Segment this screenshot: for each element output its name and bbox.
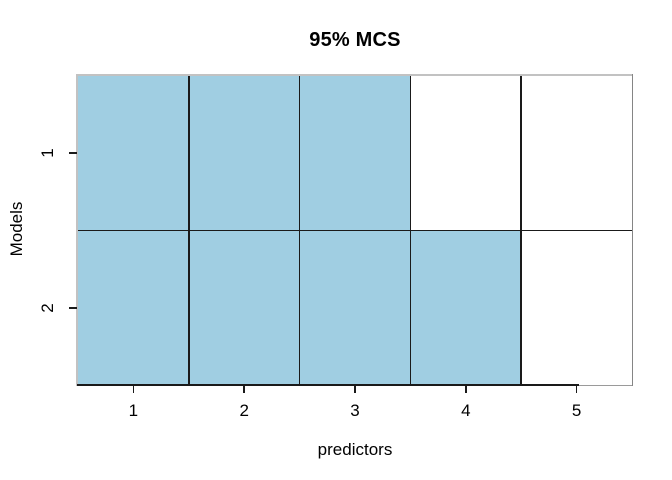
- x-tick: [464, 386, 467, 394]
- mcs-cell-model2-pred4: [410, 230, 522, 385]
- mcs-cell-model1-pred5: [521, 76, 632, 231]
- mcs-cell-model1-pred1: [78, 76, 189, 231]
- grid-line-horizontal: [78, 229, 632, 232]
- mcs-cell-model2-pred1: [78, 230, 189, 385]
- x-axis-label: predictors: [317, 440, 393, 459]
- mcs-cell-model1-pred3: [299, 76, 411, 231]
- plot-box-top: [76, 74, 633, 76]
- y-tick-label: 1: [38, 148, 58, 158]
- x-tick: [575, 386, 578, 394]
- x-tick: [243, 386, 246, 394]
- x-tick-label: 2: [239, 401, 249, 420]
- mcs-cell-model1-pred2: [188, 76, 300, 231]
- mcs-cell-model1-pred4: [410, 76, 522, 231]
- plot-box-left: [76, 74, 78, 386]
- mcs-cell-model2-pred5: [521, 230, 632, 385]
- mcs-cell-model2-pred2: [188, 230, 300, 385]
- x-tick-label: 1: [128, 401, 139, 420]
- x-tick: [354, 386, 356, 394]
- y-axis-label: Models: [7, 201, 26, 257]
- y-tick: [69, 306, 77, 309]
- mcs-cell-model2-pred3: [299, 230, 411, 385]
- y-tick-label: 2: [38, 303, 58, 313]
- x-tick-label: 5: [571, 401, 582, 420]
- x-axis-line: [77, 383, 579, 387]
- y-tick: [69, 152, 77, 155]
- x-tick-label: 4: [461, 401, 471, 420]
- x-tick: [132, 386, 135, 394]
- chart-title: 95% MCS: [309, 29, 401, 51]
- x-tick-label: 3: [350, 401, 360, 420]
- plot-box-right: [632, 74, 634, 386]
